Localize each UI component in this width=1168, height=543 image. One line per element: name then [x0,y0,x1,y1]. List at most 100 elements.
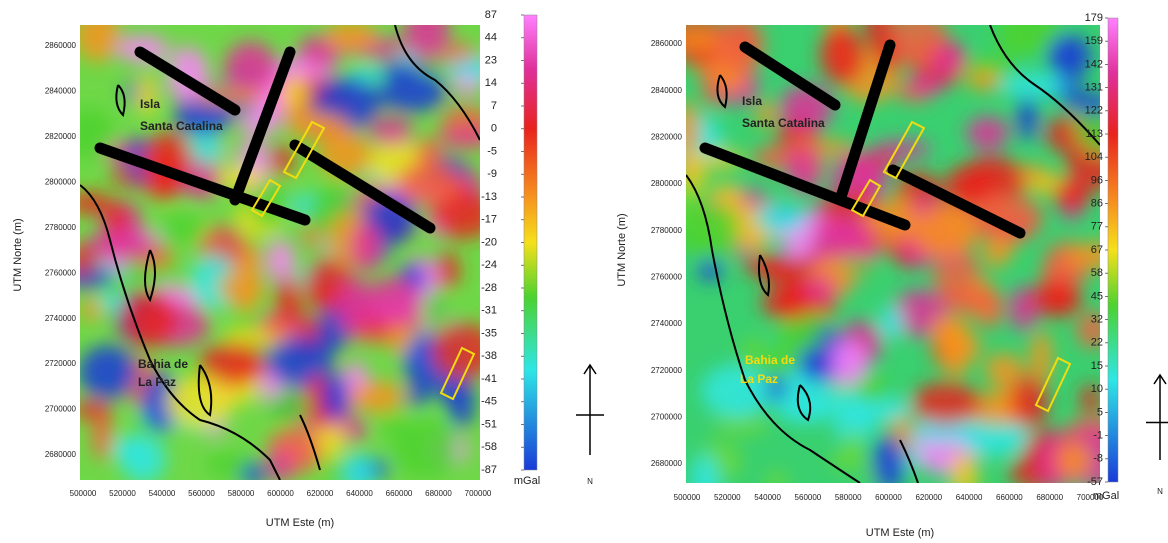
colorbar-label: 77 [1091,221,1103,233]
colorbar-label: 44 [485,32,497,44]
colorbar-label: -57 [1087,476,1103,488]
anomaly-map [61,2,508,493]
colorbar-label: 122 [1085,105,1103,117]
x-tick-label: 560000 [188,489,215,498]
colorbar-label: -5 [487,145,497,157]
map-annotation: Bahia de [138,357,188,371]
colorbar-label: -41 [481,373,497,385]
colorbar-label: -58 [481,441,497,453]
y-tick-label: 2860000 [651,39,683,48]
colorbar [1108,18,1118,482]
x-tick-label: 600000 [267,489,294,498]
colorbar-label: -24 [481,259,497,271]
anomaly-map [664,0,1130,509]
colorbar-label: -51 [481,418,497,430]
x-axis-label: UTM Este (m) [266,517,334,529]
x-tick-label: 540000 [149,489,176,498]
colorbar-label: 87 [485,9,497,21]
y-tick-label: 2740000 [45,314,77,323]
north-label: N [587,477,593,486]
y-tick-label: 2800000 [45,177,77,186]
map-annotation: Santa Catalina [140,119,223,133]
colorbar-label: 7 [491,100,497,112]
x-tick-label: 540000 [754,493,781,502]
x-tick-label: 580000 [835,493,862,502]
map-annotation: Bahia de [745,353,795,367]
y-tick-label: 2820000 [651,132,683,141]
y-tick-label: 2820000 [45,132,77,141]
map-annotation: La Paz [138,375,176,389]
colorbar-unit: mGal [514,475,540,487]
y-tick-label: 2860000 [45,41,77,50]
colorbar-label: -38 [481,350,497,362]
y-tick-label: 2780000 [651,226,683,235]
colorbar [524,15,537,470]
colorbar-label: -20 [481,236,497,248]
y-axis-label: UTM Norte (m) [12,218,24,291]
colorbar-label: 86 [1091,198,1103,210]
colorbar-label: 10 [1091,383,1103,395]
north-label: N [1157,487,1163,496]
colorbar-label: 67 [1091,244,1103,256]
map-annotation: Isla [140,97,160,111]
colorbar-label: -17 [481,214,497,226]
x-tick-label: 500000 [70,489,97,498]
y-tick-label: 2720000 [651,366,683,375]
x-tick-label: 520000 [109,489,136,498]
x-tick-label: 500000 [674,493,701,502]
map-annotation: Isla [742,94,762,108]
colorbar-label: 104 [1085,151,1103,163]
colorbar-label: 32 [1091,314,1103,326]
colorbar-label: 15 [1091,360,1103,372]
colorbar-label: -45 [481,396,497,408]
x-tick-label: 680000 [425,489,452,498]
x-tick-label: 640000 [956,493,983,502]
y-tick-label: 2760000 [45,268,77,277]
colorbar-label: -8 [1093,453,1103,465]
colorbar-unit: mGal [1093,490,1119,502]
x-tick-label: 660000 [386,489,413,498]
colorbar-label: -35 [481,327,497,339]
y-tick-label: 2680000 [45,450,77,459]
colorbar-label: 96 [1091,174,1103,186]
colorbar-label: 22 [1091,337,1103,349]
x-tick-label: 700000 [465,489,492,498]
colorbar-label: 179 [1085,12,1103,24]
colorbar-label: -1 [1093,430,1103,442]
x-axis-label: UTM Este (m) [866,527,934,539]
x-tick-label: 620000 [915,493,942,502]
colorbar-label: 142 [1085,58,1103,70]
y-axis-label: UTM Norte (m) [616,213,628,286]
colorbar-label: -13 [481,191,497,203]
y-tick-label: 2840000 [651,86,683,95]
colorbar-label: -87 [481,464,497,476]
y-tick-label: 2760000 [651,272,683,281]
colorbar-label: 23 [485,54,497,66]
colorbar-label: 58 [1091,267,1103,279]
figure: 2860000 2840000 2820000 2800000 2780000 27600… [0,0,1168,543]
y-tick-label: 2800000 [651,179,683,188]
colorbar-label: 14 [485,77,497,89]
x-tick-label: 580000 [228,489,255,498]
colorbar-label: 45 [1091,290,1103,302]
x-tick-label: 660000 [996,493,1023,502]
x-tick-label: 680000 [1036,493,1063,502]
y-tick-label: 2780000 [45,223,77,232]
y-tick-label: 2740000 [651,319,683,328]
colorbar-label: 0 [491,123,497,135]
x-tick-label: 560000 [795,493,822,502]
colorbar-label: 113 [1085,128,1103,140]
colorbar-label: 159 [1085,35,1103,47]
colorbar-label: 131 [1085,82,1103,94]
colorbar-label: 5 [1097,406,1103,418]
map-annotation: Santa Catalina [742,116,825,130]
x-tick-label: 600000 [875,493,902,502]
map-annotation: La Paz [740,372,778,386]
y-tick-label: 2700000 [45,405,77,414]
y-tick-label: 2840000 [45,87,77,96]
colorbar-label: -9 [487,168,497,180]
x-tick-label: 520000 [714,493,741,502]
colorbar-label: -31 [481,305,497,317]
y-tick-label: 2700000 [651,412,683,421]
y-tick-label: 2720000 [45,359,77,368]
